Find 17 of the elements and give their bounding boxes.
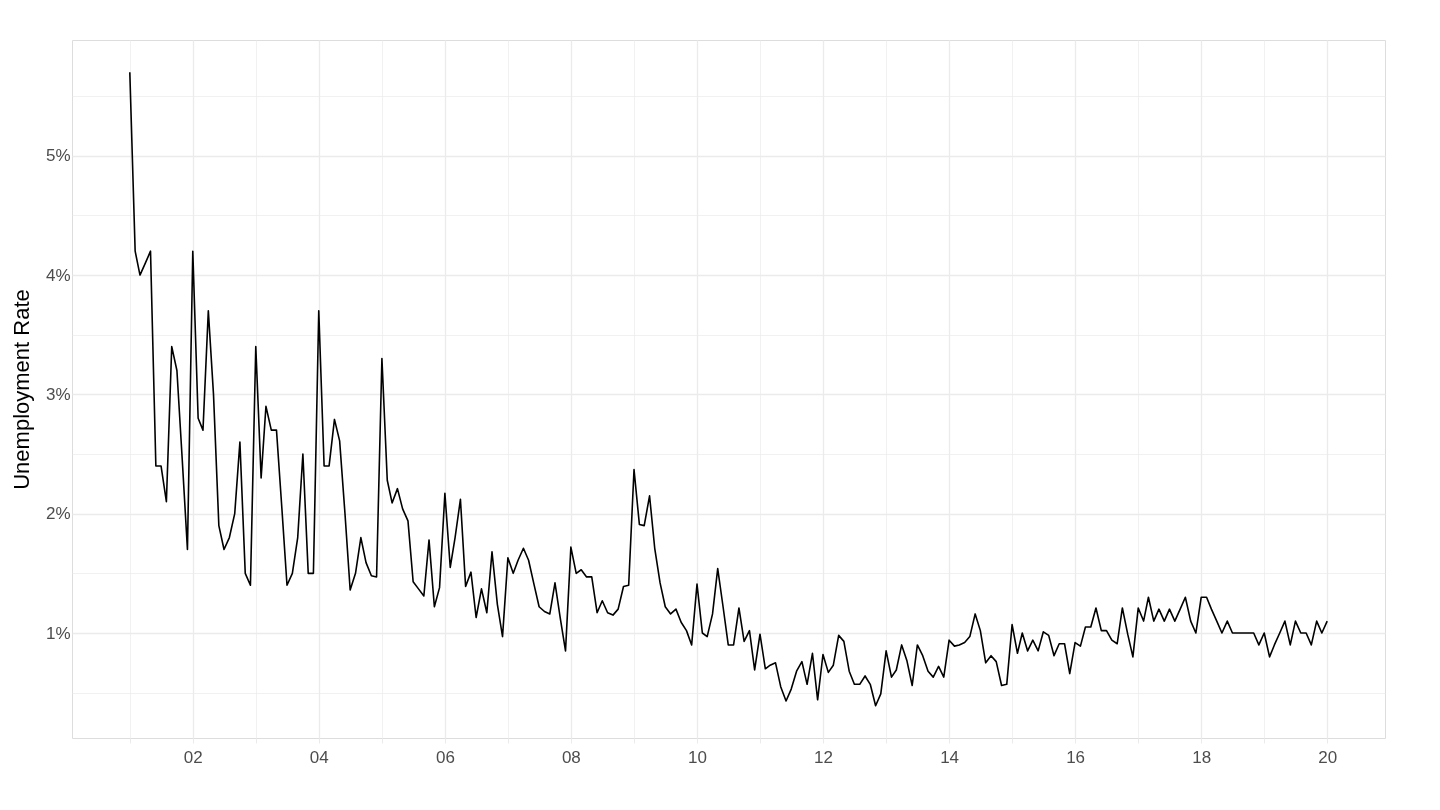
- x-tick-label: 16: [1066, 747, 1086, 767]
- y-tick-label: 3%: [45, 384, 71, 404]
- x-tick-label: 10: [688, 747, 707, 767]
- x-tick-label: 06: [435, 747, 455, 767]
- x-tick-label: 14: [940, 747, 960, 767]
- y-axis-title: Unemployment Rate: [8, 289, 34, 490]
- x-tick-label: 18: [1192, 747, 1212, 767]
- x-tick-label: 20: [1318, 747, 1338, 767]
- x-tick-label: 02: [183, 747, 203, 767]
- line-series: [129, 71, 1328, 707]
- y-tick-label: 4%: [45, 265, 71, 285]
- x-tick-label: 12: [814, 747, 833, 767]
- y-tick-label: 5%: [45, 146, 71, 166]
- y-tick-label: 1%: [45, 623, 71, 643]
- x-tick-label: 04: [309, 747, 329, 767]
- y-tick-label: 2%: [45, 504, 71, 524]
- x-tick-label: 08: [561, 747, 581, 767]
